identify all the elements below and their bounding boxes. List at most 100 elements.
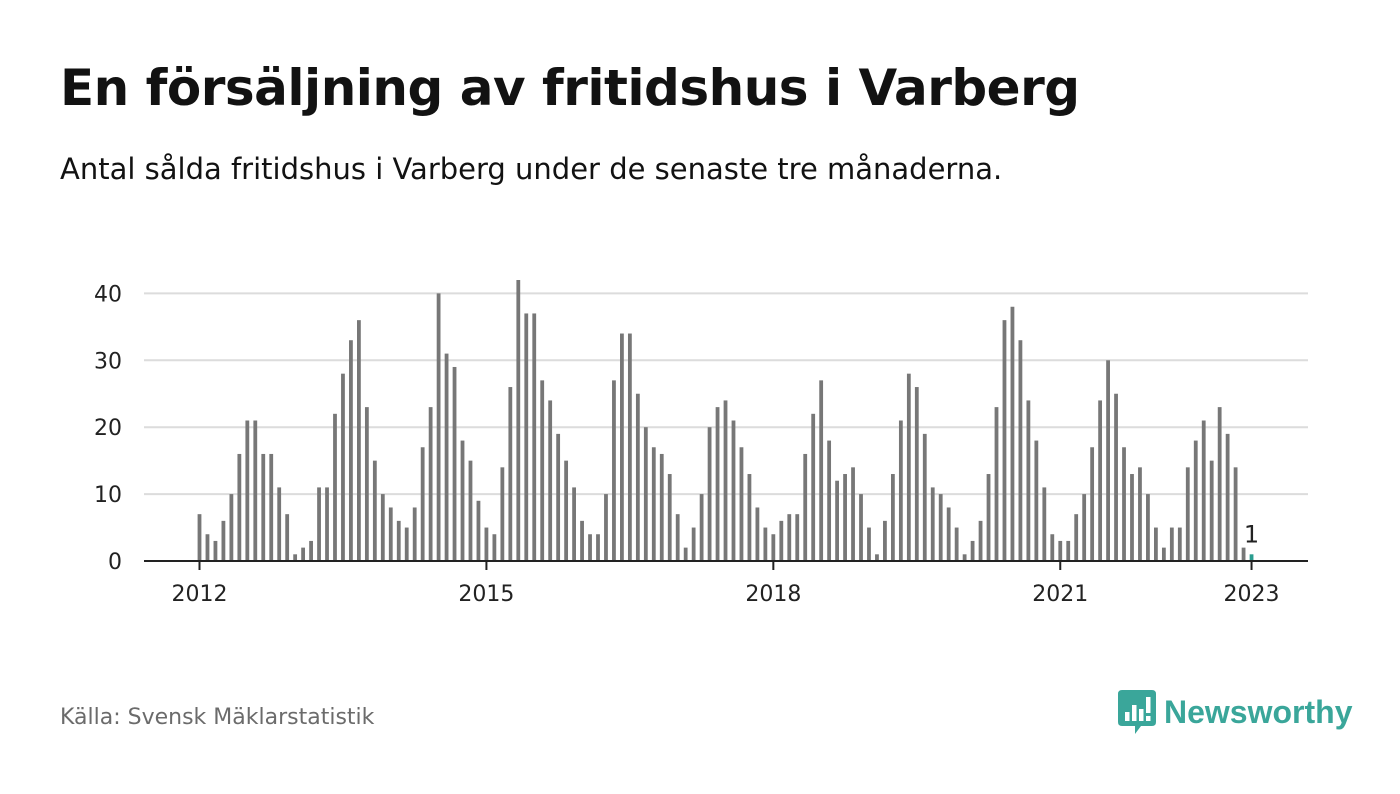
bar	[572, 487, 576, 561]
y-tick-label: 40	[94, 282, 122, 307]
bar	[612, 380, 616, 561]
bar	[1225, 433, 1230, 561]
bar	[444, 353, 449, 561]
bar	[875, 554, 879, 561]
bar	[1042, 487, 1047, 561]
bar	[588, 534, 592, 561]
bar	[922, 433, 927, 561]
bar	[659, 453, 664, 561]
x-tick-label: 2021	[1032, 582, 1088, 607]
bar	[755, 507, 760, 561]
bar	[269, 453, 274, 561]
bar	[747, 474, 752, 561]
bar	[524, 313, 529, 561]
bar	[890, 474, 895, 561]
bar	[388, 507, 393, 561]
x-tick-label: 2015	[458, 582, 514, 607]
bar	[333, 413, 337, 561]
y-tick-label: 30	[94, 349, 122, 374]
bar	[763, 527, 768, 561]
bar	[325, 487, 329, 561]
data-label: 1	[1244, 520, 1259, 548]
y-tick-label: 20	[94, 416, 122, 441]
bar	[1241, 547, 1246, 561]
bar	[1034, 440, 1039, 561]
bar	[683, 547, 688, 561]
bar	[938, 494, 943, 561]
bar	[277, 487, 282, 561]
bar	[229, 494, 234, 561]
bar	[1026, 400, 1031, 561]
bar	[620, 333, 624, 561]
source-note: Källa: Svensk Mäklarstatistik	[60, 705, 375, 730]
bar	[930, 487, 935, 561]
highlight-bar	[1249, 554, 1254, 561]
bar	[317, 487, 321, 561]
bar	[436, 293, 441, 561]
bar	[859, 494, 863, 561]
bar	[213, 540, 218, 561]
bar	[492, 534, 497, 561]
bar	[532, 313, 537, 561]
bar	[1114, 393, 1118, 561]
bar	[978, 520, 983, 561]
bar	[428, 407, 433, 561]
brand-name: Newsworthy	[1164, 693, 1353, 730]
bar	[540, 380, 545, 561]
bar	[197, 514, 202, 561]
bar	[811, 413, 816, 561]
bar	[771, 534, 776, 561]
bar	[396, 520, 401, 561]
bar	[970, 540, 975, 561]
chart-title: En försäljning av fritidshus i Varberg	[60, 59, 1080, 117]
bar	[731, 420, 736, 561]
bar	[1058, 540, 1063, 561]
bar	[723, 400, 728, 561]
bar	[635, 393, 640, 561]
bar	[468, 460, 473, 561]
x-tick-label: 2018	[745, 582, 801, 607]
bar	[1066, 540, 1071, 561]
x-tick-label: 2012	[172, 582, 228, 607]
bar-chart-speech-bubble-icon	[1118, 690, 1156, 734]
bar	[787, 514, 792, 561]
brand-logo: Newsworthy	[1118, 690, 1352, 734]
bar	[516, 280, 521, 561]
bar	[205, 534, 210, 561]
bar	[1010, 306, 1015, 561]
bar	[803, 453, 808, 561]
bar	[1122, 447, 1126, 561]
bar	[1177, 527, 1182, 561]
bar	[309, 540, 313, 561]
bar	[452, 366, 457, 561]
bar	[739, 447, 744, 561]
bar	[1082, 494, 1087, 561]
bar	[1209, 460, 1214, 561]
bar	[1193, 440, 1198, 561]
bar	[364, 407, 369, 561]
bar	[261, 453, 266, 561]
bar	[476, 500, 481, 561]
bar	[883, 520, 887, 561]
bar	[962, 554, 967, 561]
bar	[301, 547, 306, 561]
bar	[548, 400, 553, 561]
bar	[420, 447, 425, 561]
bar	[556, 433, 561, 561]
bar	[1217, 407, 1222, 561]
bar	[819, 380, 824, 561]
bar	[349, 340, 353, 561]
bar	[715, 407, 720, 561]
bar	[954, 527, 959, 561]
bar	[994, 407, 999, 561]
bar	[372, 460, 377, 561]
bar	[795, 514, 800, 561]
bar	[580, 520, 584, 561]
bar	[1161, 547, 1166, 561]
bar	[604, 494, 608, 561]
bar	[1154, 527, 1158, 561]
bar	[1106, 360, 1110, 561]
bar	[1138, 467, 1142, 561]
bar	[221, 520, 226, 561]
bar	[643, 427, 648, 561]
